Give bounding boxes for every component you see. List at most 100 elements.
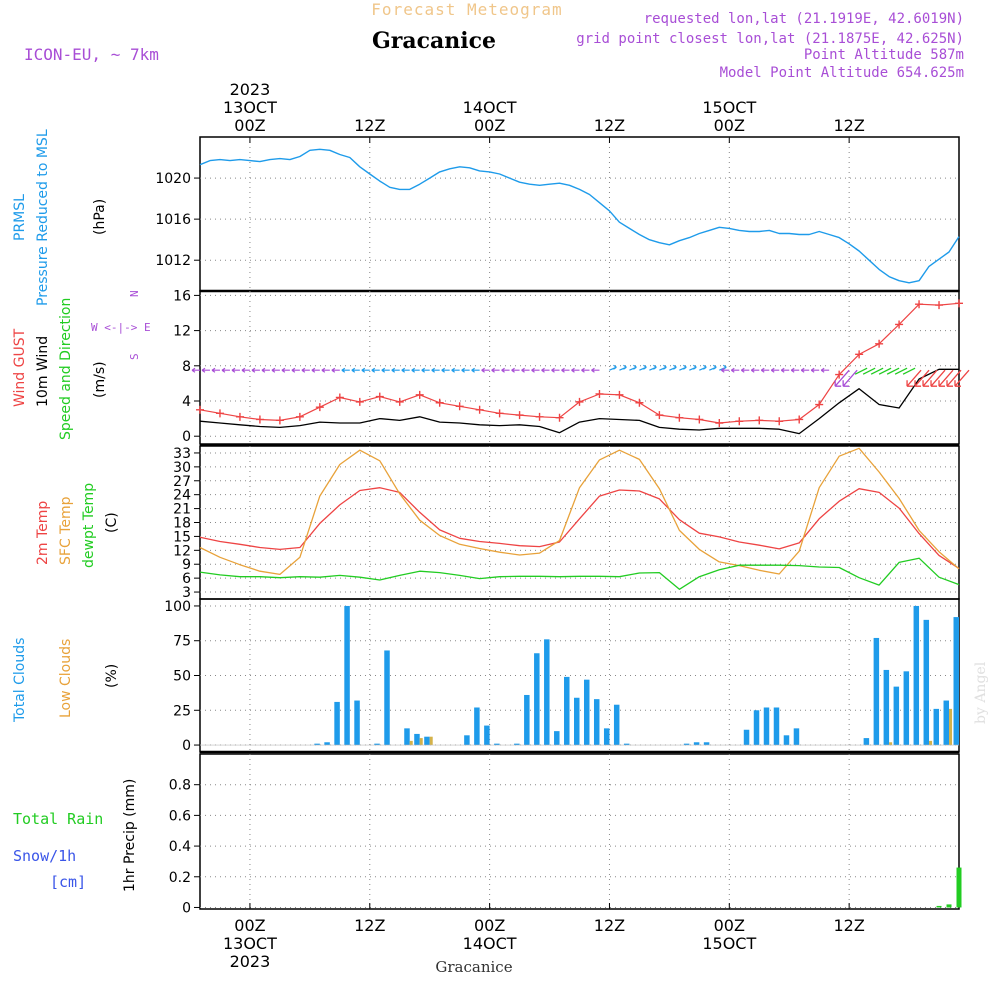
wind-direction-arrow [679,364,687,371]
forecast-meteogram-title: Forecast Meteogram [371,0,562,19]
pressure-line [199,148,960,284]
wind-direction-arrow [531,367,540,373]
gust-marker [755,416,764,425]
gust-marker [475,405,484,414]
total-cloud-bar [384,650,390,746]
total-cloud-bar [793,728,800,746]
wind-direction-arrow [521,367,530,373]
wind-direction-arrow [491,367,500,373]
gust-marker [215,409,224,418]
data-layer [191,148,970,908]
wind-direction-arrow [870,367,884,375]
gridpoint-coords: grid point closest lon,lat (21.1875E, 42… [576,31,964,47]
low-cloud-bar [409,740,413,746]
wind-direction-arrow [709,364,717,371]
total-cloud-bar [783,735,790,746]
total-cloud-bar [693,742,700,746]
wind-direction-arrow [221,367,230,373]
low-cloud-bar [889,742,893,746]
wind-direction-arrow [886,367,900,375]
snow-units: [cm] [50,873,86,891]
pressure-units: (hPa) [92,199,108,235]
total-cloud-bar [933,708,940,746]
y-tick-label: 9 [182,557,191,573]
total-cloud-bar [484,725,490,746]
y-tick-label: 8 [182,359,191,375]
footer-location: Gracanice [435,958,512,976]
wind-frame [199,290,960,445]
gust-marker [595,389,604,398]
gust-marker [775,417,784,426]
top-time-label: 12Z [594,116,625,135]
wind-direction-arrow [699,364,707,371]
total-cloud-bar [873,637,880,746]
compass-n: N [128,290,141,297]
wind-direction-arrow [834,369,850,387]
wind-direction-arrow [649,364,657,371]
wind-direction-arrow [511,367,520,373]
snow-label: Snow/1h [13,847,76,865]
pressure-label-1: PRMSL [12,194,28,241]
y-tick-label: 25 [173,703,191,719]
wind-direction-arrow [854,367,868,375]
wind-direction-arrow [411,367,420,373]
y-tick-label: 12 [173,324,191,340]
wind-direction-arrow [381,367,390,373]
wind-direction-arrow [878,367,892,375]
total-cloud-bar [743,729,750,746]
bottom-time-label: 00Z [234,916,265,935]
precip-ylabel: 1hr Precip (mm) [122,779,138,892]
gust-marker [675,413,684,422]
top-time-label: 00Z [234,116,265,135]
gust-marker [655,411,664,420]
wind-direction-arrow [862,367,876,375]
total-cloud-bar [913,605,920,746]
gust-marker [695,415,704,424]
wind-direction-arrow [251,367,260,373]
y-tick-label: 6 [182,571,191,587]
top-time-label: 00Z [714,116,745,135]
total-cloud-bar [683,743,690,746]
y-tick-label: 0.8 [169,778,191,794]
gust-marker [315,403,324,412]
gust-marker [196,405,204,414]
top-time-label: 00Z [474,116,505,135]
total-cloud-bar [514,743,520,746]
total-cloud-bar [613,704,620,746]
y-tick-label: 0.2 [169,870,191,886]
y-tick-label: 0.4 [169,839,191,855]
wind-direction-arrow [938,369,954,387]
wind-direction-arrow [191,367,200,373]
wind-direction-arrow [331,367,340,373]
y-tick-label: 27 [173,474,191,490]
y-tick-label: 18 [173,516,191,532]
wind-direction-arrow [541,367,550,373]
total-cloud-bar [494,743,500,746]
y-tick-label: 0.6 [169,808,191,824]
wind-direction-arrow [609,364,617,371]
total-cloud-bar [893,686,900,746]
gust-marker [735,417,744,426]
wind-direction-arrow [902,367,916,375]
gust-marker [835,370,844,379]
top-time-label: 12Z [354,116,385,135]
low-cloud-bar [949,708,953,746]
top-time-label: 2023 [230,80,271,99]
gust-marker [335,393,344,402]
gust-marker [875,339,884,348]
total-cloud-bar [574,697,580,746]
bottom-time-label: 2023 [230,952,271,971]
temp-units: (C) [104,512,120,533]
total-cloud-bar [334,701,340,746]
wind-direction-arrow [551,367,560,373]
wind-direction-arrow [261,367,270,373]
wind-direction-arrow [922,369,938,387]
wind-direction-arrow [619,364,627,371]
wind-direction-arrow [750,367,760,373]
gust-marker [435,398,444,407]
gust-marker [935,301,944,310]
requested-coords: requested lon,lat (21.1919E, 42.6019N) [644,11,964,27]
total-cloud-bar [314,743,320,746]
location-title: Gracanice [372,28,496,54]
